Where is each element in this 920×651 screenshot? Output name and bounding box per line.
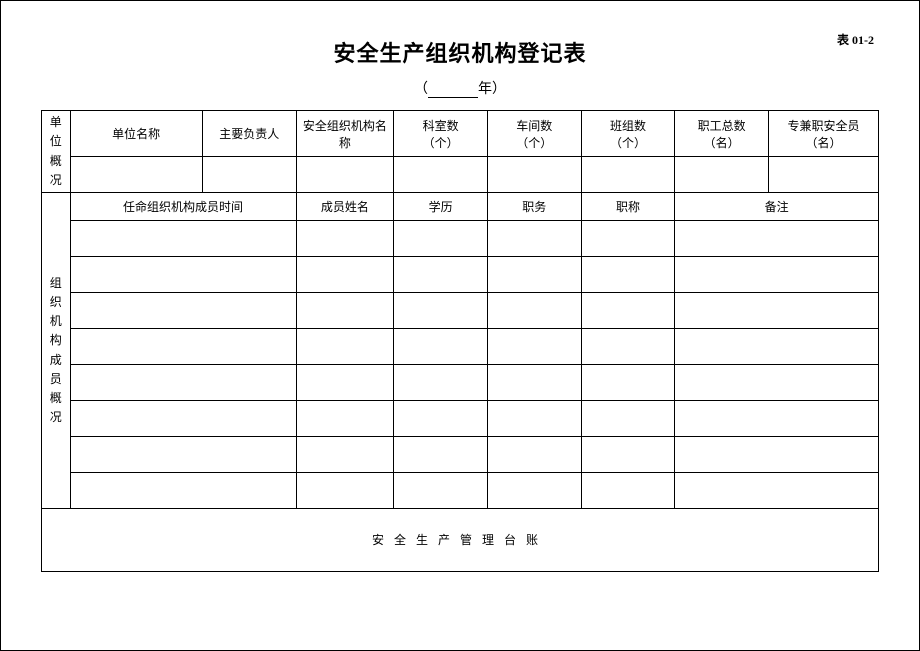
header-unit-name: 单位名称 xyxy=(70,111,202,157)
header-member-name: 成员姓名 xyxy=(296,193,394,221)
table-cell xyxy=(394,401,488,437)
cell-org-name xyxy=(296,157,394,193)
table-cell xyxy=(487,401,581,437)
table-cell xyxy=(675,473,879,509)
table-cell xyxy=(581,365,675,401)
table-cell xyxy=(296,473,394,509)
header-appoint-time: 任命组织机构成员时间 xyxy=(70,193,296,221)
table-cell xyxy=(70,401,296,437)
cell-unit-name xyxy=(70,157,202,193)
table-cell xyxy=(487,473,581,509)
table-cell xyxy=(581,221,675,257)
table-cell xyxy=(581,401,675,437)
cell-team-count xyxy=(581,157,675,193)
table-cell xyxy=(70,257,296,293)
table-cell xyxy=(581,437,675,473)
header-remark: 备注 xyxy=(675,193,879,221)
table-cell xyxy=(394,365,488,401)
table-cell xyxy=(675,329,879,365)
year-blank xyxy=(428,84,478,98)
header-title: 职称 xyxy=(581,193,675,221)
cell-responsible xyxy=(202,157,296,193)
table-cell xyxy=(394,473,488,509)
table-cell xyxy=(296,329,394,365)
year-prefix: （ xyxy=(414,82,428,97)
form-number: 表 01-2 xyxy=(837,31,874,48)
table-cell xyxy=(296,221,394,257)
header-dept-count: 科室数（个） xyxy=(394,111,488,157)
table-cell xyxy=(394,329,488,365)
header-staff-total: 职工总数（名） xyxy=(675,111,769,157)
header-education: 学历 xyxy=(394,193,488,221)
table-cell xyxy=(296,365,394,401)
table-cell xyxy=(70,437,296,473)
year-suffix: 年） xyxy=(478,82,506,97)
cell-safety-officer xyxy=(768,157,878,193)
section1-label: 单位概况 xyxy=(42,111,71,193)
main-table: 单位概况 单位名称 主要负责人 安全组织机构名称 科室数（个） 车间数（个） 班… xyxy=(41,110,879,572)
table-cell xyxy=(394,293,488,329)
table-cell xyxy=(675,437,879,473)
table-cell xyxy=(70,329,296,365)
table-cell xyxy=(487,329,581,365)
cell-staff-total xyxy=(675,157,769,193)
table-cell xyxy=(487,365,581,401)
table-cell xyxy=(675,365,879,401)
table-cell xyxy=(675,293,879,329)
table-cell xyxy=(70,365,296,401)
table-cell xyxy=(581,329,675,365)
table-cell xyxy=(394,221,488,257)
cell-workshop-count xyxy=(487,157,581,193)
cell-dept-count xyxy=(394,157,488,193)
table-cell xyxy=(394,257,488,293)
table-cell xyxy=(675,401,879,437)
table-cell xyxy=(487,257,581,293)
table-cell xyxy=(581,293,675,329)
header-safety-officer: 专兼职安全员（名） xyxy=(768,111,878,157)
header-team-count: 班组数（个） xyxy=(581,111,675,157)
table-cell xyxy=(487,437,581,473)
table-cell xyxy=(487,293,581,329)
page-title: 安全生产组织机构登记表 xyxy=(41,36,879,68)
form-page: 表 01-2 安全生产组织机构登记表 （ 年） 单位概况 单位名称 主要负责人 安… xyxy=(0,0,920,651)
header-workshop-count: 车间数（个） xyxy=(487,111,581,157)
header-responsible: 主要负责人 xyxy=(202,111,296,157)
header-position: 职务 xyxy=(487,193,581,221)
table-cell xyxy=(296,401,394,437)
table-cell xyxy=(675,221,879,257)
table-cell xyxy=(70,221,296,257)
table-cell xyxy=(487,221,581,257)
year-line: （ 年） xyxy=(41,78,879,98)
table-cell xyxy=(581,257,675,293)
table-cell xyxy=(70,473,296,509)
table-cell xyxy=(581,473,675,509)
table-cell xyxy=(296,293,394,329)
table-cell xyxy=(675,257,879,293)
table-cell xyxy=(394,437,488,473)
table-cell xyxy=(296,257,394,293)
footer-title: 安全生产管理台账 xyxy=(42,509,879,572)
section2-label: 组织机构成员概况 xyxy=(42,193,71,509)
header-org-name: 安全组织机构名称 xyxy=(296,111,394,157)
table-cell xyxy=(70,293,296,329)
table-cell xyxy=(296,437,394,473)
